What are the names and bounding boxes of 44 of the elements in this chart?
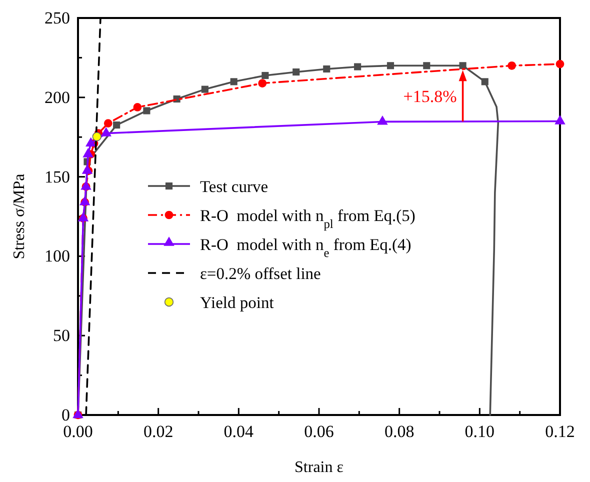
x-tick-label: 0.04 (224, 422, 254, 442)
y-tick-label: 100 (44, 246, 70, 266)
point (85, 137, 96, 147)
legend-label: Test curve (200, 177, 268, 196)
point (82, 164, 93, 174)
x-tick-label: 0.00 (63, 422, 93, 442)
y-axis-title: Stress σ/MPa (11, 174, 28, 260)
y-tick-label: 50 (53, 326, 70, 346)
x-tick-label: 0.08 (384, 422, 414, 442)
x-tick-label: 0.02 (143, 422, 174, 442)
point (556, 60, 564, 68)
point (508, 61, 516, 70)
point (201, 86, 208, 93)
point (323, 65, 330, 73)
y-tick-label: 150 (44, 167, 70, 186)
y-tick-label: 0 (62, 405, 70, 424)
annotation: +15.8% (403, 86, 457, 106)
legend-label: ε=0.2% offset line (200, 264, 321, 283)
point (554, 115, 566, 124)
x-tick-label: 0.06 (304, 422, 334, 442)
point (423, 62, 430, 70)
point (230, 78, 238, 86)
point (92, 132, 102, 142)
x-axis-title: Strain ε (294, 459, 344, 476)
legend-label: R-O model with n$_{e}$ from Eq.(4) (200, 235, 412, 260)
y-tick-label: 200 (44, 88, 70, 107)
point (258, 79, 267, 88)
point (104, 119, 112, 128)
point (354, 63, 362, 70)
point (133, 103, 142, 112)
point (82, 148, 94, 158)
point (377, 115, 388, 125)
point (459, 62, 466, 70)
point (262, 72, 269, 80)
legend-label: R-O model with n$_{pl}$ from Eq.(5) (200, 206, 416, 231)
legend-label: Yield point (200, 293, 274, 312)
x-tick-label: 0.12 (545, 422, 575, 442)
point (143, 107, 150, 114)
point (100, 127, 112, 136)
x-tick-label: 0.10 (464, 422, 495, 442)
point (113, 121, 120, 129)
y-tick-label: 250 (44, 8, 70, 28)
point (292, 68, 300, 76)
point (386, 62, 394, 70)
